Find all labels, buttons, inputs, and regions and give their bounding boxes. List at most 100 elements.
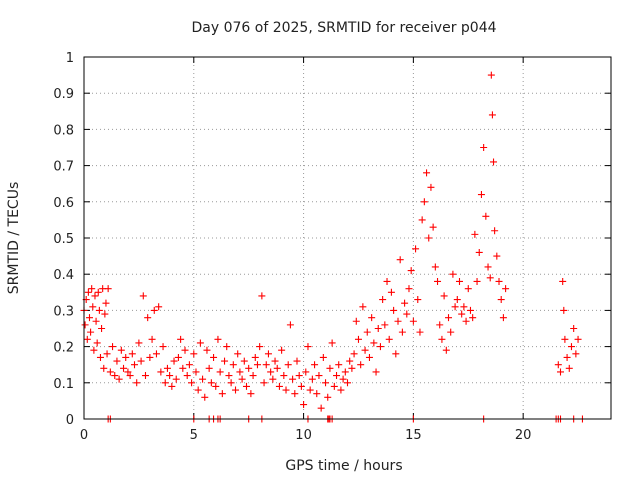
data-point <box>477 191 485 199</box>
data-point <box>431 263 439 271</box>
data-point <box>394 317 402 325</box>
data-point <box>473 277 481 285</box>
data-point <box>205 364 213 372</box>
data-point <box>429 223 437 231</box>
data-point <box>192 368 200 376</box>
data-point <box>445 314 453 322</box>
data-point <box>87 328 95 336</box>
data-point <box>436 321 444 329</box>
data-point <box>139 292 147 300</box>
data-point <box>330 382 338 390</box>
data-point <box>370 339 378 347</box>
data-point <box>398 328 406 336</box>
data-point <box>100 364 108 372</box>
data-point <box>304 343 312 351</box>
data-point <box>306 386 314 394</box>
data-point <box>291 390 299 398</box>
data-point <box>144 314 152 322</box>
data-point <box>271 357 279 365</box>
data-point <box>242 382 250 390</box>
data-point <box>383 277 391 285</box>
data-point <box>245 364 253 372</box>
data-point <box>409 317 417 325</box>
data-point <box>183 372 191 380</box>
x-axis-label: GPS time / hours <box>285 458 402 474</box>
data-point <box>427 183 435 191</box>
data-point <box>90 346 98 354</box>
data-point <box>368 314 376 322</box>
data-point <box>407 267 415 275</box>
data-point <box>295 372 303 380</box>
data-point <box>159 343 167 351</box>
data-point <box>458 310 466 318</box>
data-point <box>570 325 578 332</box>
data-point <box>390 306 398 314</box>
data-point <box>337 386 345 394</box>
x-tick-label: 15 <box>405 428 422 443</box>
data-point <box>131 361 139 369</box>
data-point <box>335 361 343 369</box>
data-point <box>102 299 110 307</box>
data-point <box>238 375 246 383</box>
data-point <box>482 212 490 220</box>
data-point <box>372 368 380 376</box>
data-point <box>488 111 496 119</box>
y-tick-label: 0.1 <box>53 377 74 392</box>
data-point <box>418 216 426 224</box>
data-point <box>92 317 100 325</box>
data-point <box>453 296 461 304</box>
data-point <box>495 277 503 285</box>
data-point <box>560 306 568 314</box>
data-point <box>170 357 178 365</box>
x-tick-label: 5 <box>190 428 198 443</box>
data-point <box>556 368 564 376</box>
data-point <box>326 364 334 372</box>
data-point <box>174 353 182 361</box>
data-point <box>89 303 97 311</box>
data-point <box>451 303 459 311</box>
data-point <box>379 296 387 304</box>
data-point <box>491 227 499 235</box>
data-point <box>251 353 259 361</box>
data-point <box>124 368 132 376</box>
data-point <box>464 285 472 293</box>
data-point <box>403 310 411 318</box>
data-point <box>168 382 176 390</box>
data-point <box>293 357 301 365</box>
data-point <box>387 288 395 296</box>
data-point <box>357 361 365 369</box>
data-point <box>93 339 101 347</box>
data-point <box>471 230 479 238</box>
data-point <box>128 350 136 358</box>
data-point <box>449 270 457 278</box>
data-point <box>113 357 121 365</box>
x-tick-label: 10 <box>295 428 312 443</box>
data-point <box>339 375 347 383</box>
data-point <box>374 325 382 332</box>
data-point <box>308 375 316 383</box>
data-point <box>240 357 248 365</box>
data-point <box>278 346 286 354</box>
data-point <box>333 372 341 380</box>
data-point <box>317 404 325 412</box>
data-point <box>280 372 288 380</box>
data-point <box>315 372 323 380</box>
data-point <box>563 353 571 361</box>
data-point <box>148 335 156 343</box>
data-point <box>122 353 130 361</box>
data-point <box>262 361 270 369</box>
data-point <box>135 339 143 347</box>
data-point <box>341 368 349 376</box>
data-point <box>101 310 109 318</box>
data-point <box>365 353 373 361</box>
data-point <box>273 364 281 372</box>
data-point <box>300 401 308 409</box>
y-axis-label: SRMTID / TECUs <box>6 182 22 295</box>
data-point <box>313 390 321 398</box>
data-point <box>258 292 266 300</box>
data-point <box>434 277 442 285</box>
data-point <box>487 71 495 79</box>
data-point <box>348 364 356 372</box>
data-point <box>247 390 255 398</box>
